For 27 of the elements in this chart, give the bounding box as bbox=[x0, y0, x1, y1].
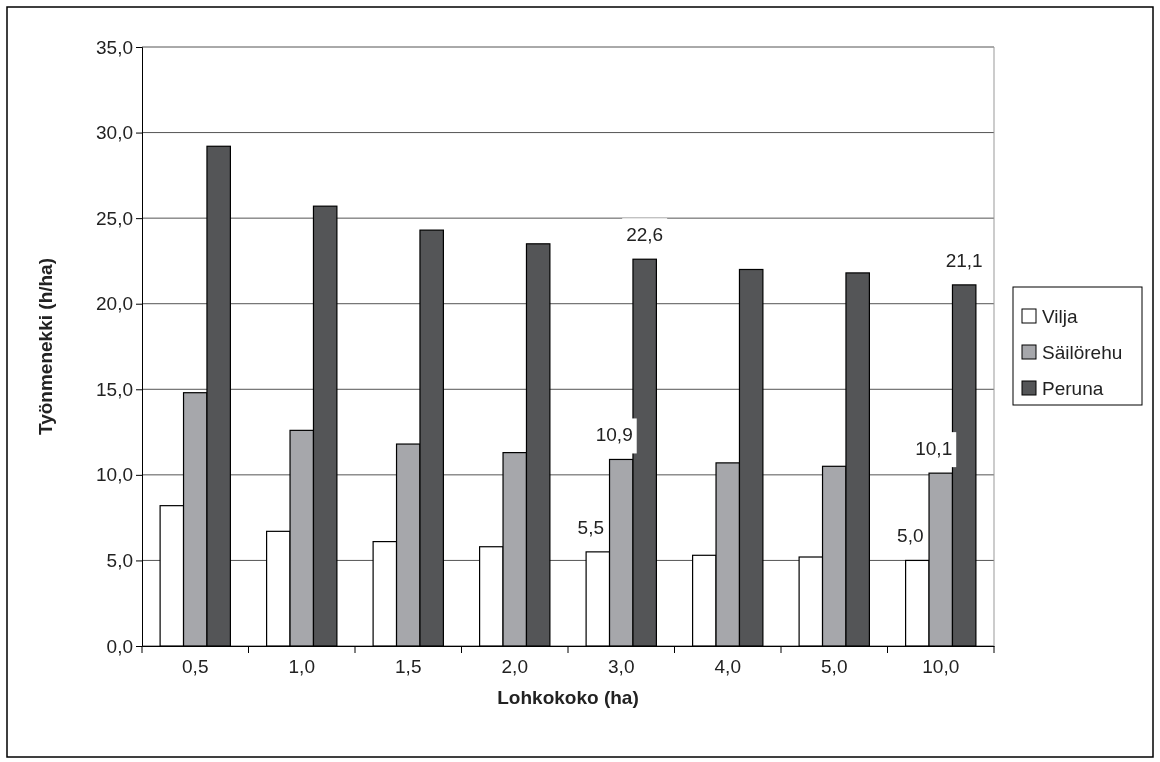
legend-label: Säilörehu bbox=[1042, 342, 1123, 363]
y-tick-label: 15,0 bbox=[96, 378, 133, 400]
y-tick-label: 35,0 bbox=[96, 36, 133, 58]
x-tick-label: 1,5 bbox=[395, 656, 422, 678]
data-label: 22,6 bbox=[626, 224, 664, 246]
y-tick-label: 25,0 bbox=[96, 207, 133, 229]
x-axis-title: Lohkokoko (ha) bbox=[497, 687, 639, 708]
y-tick-label: 20,0 bbox=[96, 293, 133, 315]
data-label: 10,9 bbox=[595, 424, 633, 446]
data-label: 5,0 bbox=[897, 525, 924, 547]
x-tick-label: 1,0 bbox=[288, 656, 315, 678]
y-axis-title: Työnmenekki (h/ha) bbox=[35, 257, 56, 436]
x-tick-label: 4,0 bbox=[714, 656, 741, 678]
y-tick-label: 30,0 bbox=[96, 122, 133, 144]
y-tick-label: 10,0 bbox=[96, 464, 133, 486]
data-label: 21,1 bbox=[945, 249, 983, 271]
legend-label: Vilja bbox=[1042, 306, 1078, 327]
data-label: 5,5 bbox=[577, 516, 604, 538]
x-tick-label: 10,0 bbox=[922, 656, 960, 678]
legend-label: Peruna bbox=[1042, 378, 1104, 399]
y-tick-label: 5,0 bbox=[106, 550, 133, 572]
x-tick-label: 5,0 bbox=[821, 656, 848, 678]
x-tick-label: 2,0 bbox=[501, 656, 528, 678]
x-tick-label: 0,5 bbox=[182, 656, 209, 678]
data-label: 10,1 bbox=[915, 438, 953, 460]
x-tick-label: 3,0 bbox=[608, 656, 635, 678]
y-tick-label: 0,0 bbox=[106, 635, 133, 657]
